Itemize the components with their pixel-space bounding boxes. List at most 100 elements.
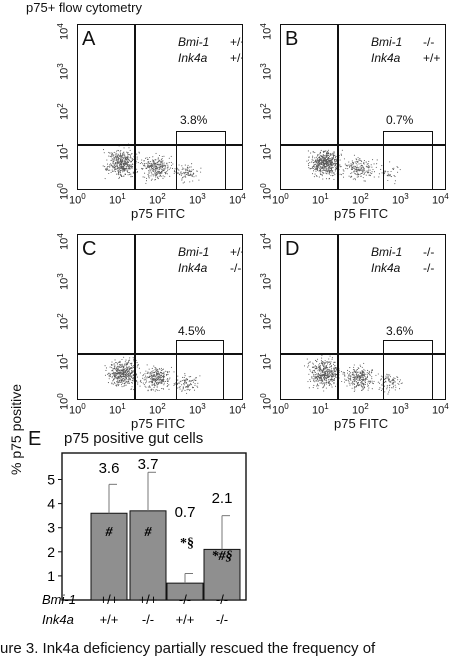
column-ink-value: +/+ — [100, 612, 119, 627]
genotype-ink-label: Ink4a — [178, 51, 208, 65]
gate-vertical-line — [134, 235, 136, 399]
x-tick-label: 101 — [109, 192, 126, 207]
value-label: 2.1 — [212, 490, 233, 507]
genotype-bmi-value: -/- — [423, 245, 435, 259]
x-tick-label: 104 — [229, 192, 246, 207]
x-tick-label: 102 — [149, 402, 166, 417]
gate-percentage: 0.7% — [386, 113, 414, 127]
column-bmi-value: +/+ — [100, 592, 119, 607]
genotype-bmi-label: Bmi-1 — [178, 35, 210, 49]
x-tick-label: 102 — [352, 192, 369, 207]
genotype-ink-label: Ink4a — [371, 261, 401, 275]
scatter-dots — [104, 356, 201, 394]
row-label-bmi: Bmi-1 — [42, 592, 76, 607]
flow-panel-b: 0.7% Bmi-1 -/- Ink4a +/+ B 104 103 102 101 100 100 1… — [243, 10, 449, 221]
gate-vertical-line — [134, 25, 136, 189]
flow-panel-d: 3.6% Bmi-1 -/- Ink4a -/- D 104 103 102 101 100 100 1… — [243, 220, 449, 431]
y-tick-label: 3 — [47, 520, 55, 536]
x-tick-label: 101 — [109, 402, 126, 417]
genotype-ink-label: Ink4a — [178, 261, 208, 275]
x-axis-label: p75 FITC — [131, 206, 186, 221]
x-tick-label: 103 — [392, 402, 409, 417]
positive-gate-box — [176, 131, 226, 189]
panel-letter: A — [82, 28, 96, 50]
x-tick-label: 103 — [392, 192, 409, 207]
x-tick-label: 101 — [312, 192, 329, 207]
scatter-plot: 0.7% Bmi-1 -/- Ink4a +/+ — [280, 24, 446, 190]
x-tick-label: 100 — [69, 402, 86, 417]
genotype-ink-value: +/+ — [423, 51, 441, 65]
genotype-bmi-label: Bmi-1 — [178, 245, 210, 259]
gate-percentage: 3.8% — [180, 113, 208, 127]
x-tick-label: 103 — [189, 192, 206, 207]
x-tick-label: 100 — [69, 192, 86, 207]
panel-letter: B — [285, 28, 299, 50]
x-tick-label: 104 — [229, 402, 246, 417]
significance-mark: # — [105, 525, 114, 540]
y-tick-label: 2 — [47, 544, 55, 560]
significance-mark: # — [144, 525, 153, 540]
y-tick-label: 4 — [47, 496, 55, 512]
gate-horizontal-line — [78, 144, 242, 146]
gate-percentage: 4.5% — [178, 324, 206, 338]
x-tick-label: 102 — [352, 402, 369, 417]
scatter-dots — [303, 354, 403, 395]
x-tick-label: 102 — [149, 192, 166, 207]
x-tick-label: 104 — [432, 402, 449, 417]
row-label-ink: Ink4a — [42, 612, 74, 627]
gate-horizontal-line — [281, 353, 445, 355]
scatter-plot: 3.6% Bmi-1 -/- Ink4a -/- — [280, 234, 446, 400]
y-tick-label: 5 — [47, 472, 55, 488]
column-bmi-value: -/- — [179, 592, 191, 607]
significance-mark: *§ — [180, 536, 194, 551]
scatter-plot: 4.5% Bmi-1 +/+ Ink4a -/- — [77, 234, 243, 400]
x-axis-label: p75 FITC — [334, 206, 389, 221]
panel-letter-e: E — [28, 428, 42, 450]
genotype-bmi-label: Bmi-1 — [371, 35, 403, 49]
column-bmi-value: +/+ — [139, 592, 158, 607]
scatter-dots — [306, 149, 401, 185]
gate-percentage: 3.6% — [386, 324, 414, 338]
flow-panel-c: 4.5%Bmi-1+/+Ink4a-/-C1041031021011001001… — [40, 220, 246, 431]
x-tick-label: 104 — [432, 192, 449, 207]
scatter-plot: 3.8% Bmi-1 +/+ Ink4a +/+ — [77, 24, 243, 190]
gate-horizontal-line — [78, 353, 242, 355]
panel-letter: C — [82, 238, 97, 260]
bar-2 — [129, 510, 167, 601]
column-ink-value: +/+ — [176, 612, 195, 627]
genotype-bmi-value: +/+ — [230, 35, 242, 49]
x-tick-label: 100 — [272, 192, 289, 207]
positive-gate-box — [176, 340, 224, 399]
positive-gate-box — [383, 131, 433, 189]
y-tick-label: 1 — [47, 568, 55, 584]
genotype-bmi-label: Bmi-1 — [371, 245, 403, 259]
value-label: 0.7 — [175, 504, 196, 521]
bar-chart-title: p75 positive gut cells — [64, 430, 204, 447]
value-label: 3.7 — [138, 456, 159, 473]
gate-vertical-line — [337, 25, 339, 189]
panel-letter: D — [285, 238, 300, 260]
x-axis-label: p75 FITC — [334, 416, 389, 431]
bar-chart: 1 2 3 4 5 3.6 #3.7 #0.7 *§ 2.1 *#§ Bmi-1 Ink4a +/+ +/+… — [42, 452, 247, 627]
x-tick-label: 103 — [189, 402, 206, 417]
x-tick-label: 101 — [312, 402, 329, 417]
positive-gate-box — [383, 340, 433, 399]
figure-title: p75+ flow cytometry — [26, 0, 142, 15]
column-ink-value: -/- — [216, 612, 228, 627]
column-bmi-value: -/- — [216, 592, 228, 607]
gate-horizontal-line — [281, 144, 445, 146]
genotype-ink-label: Ink4a — [371, 51, 401, 65]
figure-caption: ure 3. Ink4a deficiency partially rescue… — [0, 640, 376, 657]
value-label: 3.6 — [99, 460, 120, 477]
x-axis-label: p75 FITC — [131, 416, 186, 431]
gate-vertical-line — [337, 235, 339, 399]
genotype-ink-value: -/- — [230, 261, 242, 275]
genotype-ink-value: -/- — [423, 261, 435, 275]
column-ink-value: -/- — [142, 612, 154, 627]
significance-mark: *#§ — [212, 549, 233, 564]
genotype-ink-value: +/+ — [230, 51, 242, 65]
bar-4 — [203, 548, 241, 601]
genotype-bmi-value: -/- — [423, 35, 435, 49]
x-tick-label: 100 — [272, 402, 289, 417]
genotype-bmi-value: +/+ — [230, 245, 242, 259]
